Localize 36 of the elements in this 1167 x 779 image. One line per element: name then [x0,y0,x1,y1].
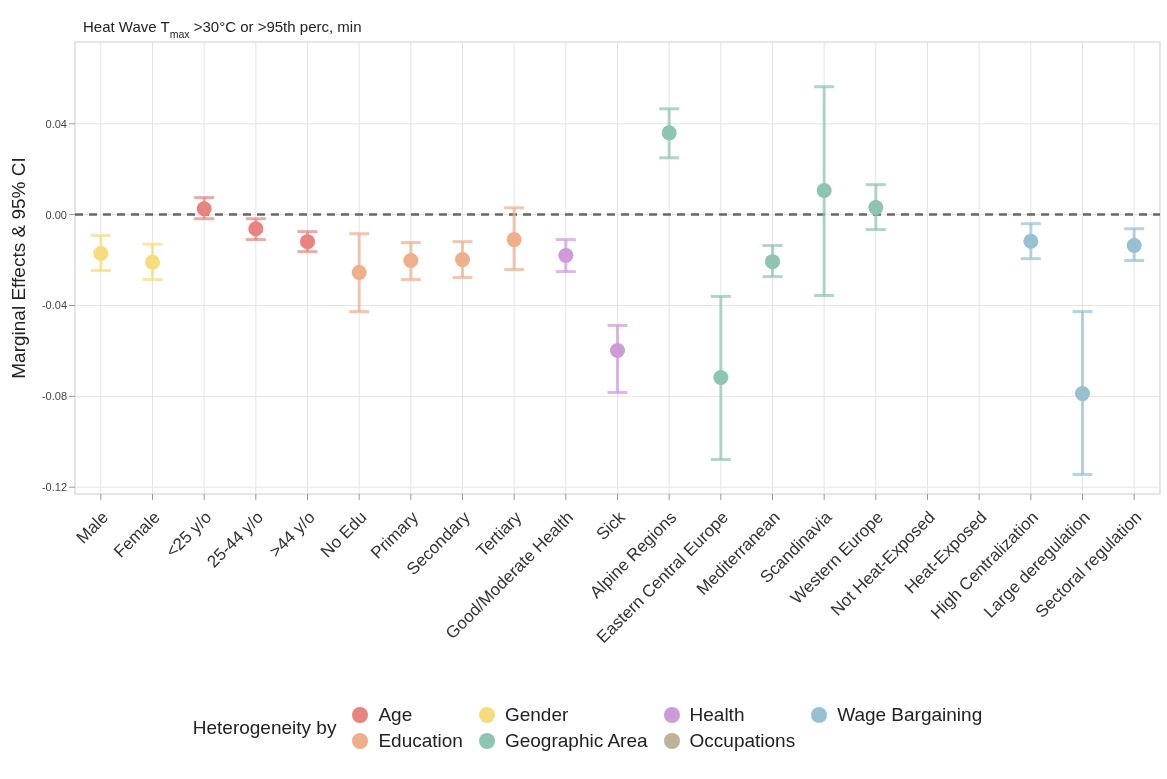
x-tick-label: Sick [592,507,630,544]
point [1023,233,1039,249]
point [1126,238,1142,254]
y-tick-label: 0.00 [45,208,67,221]
point [816,183,832,199]
legend-label: Occupations [689,730,796,752]
point [661,125,677,141]
x-tick-label: >44 y/o [265,507,319,562]
point [351,265,367,281]
legend-label: Education [378,730,463,752]
point [765,254,780,270]
point [93,245,109,261]
point [713,369,729,385]
legend-label: Health [689,704,745,726]
point [610,342,625,358]
point [403,253,419,269]
y-axis-title: Marginal Effects & 95% CI [7,157,29,379]
point [558,248,574,264]
legend-title: Heterogeneity by [192,717,337,739]
point [455,252,470,268]
legend-label: Geographic Area [504,730,648,752]
chart-title: Heat Wave T$_{max}$ >30°C or >95th perc, min [83,18,362,40]
point [506,232,522,248]
legend-label: Age [378,704,413,726]
y-tick-label: -0.04 [41,299,67,312]
legend-label: Gender [504,704,569,726]
y-tick-label: -0.12 [41,481,67,494]
point [196,201,212,217]
point [868,200,884,216]
y-tick-label: 0.04 [45,117,67,130]
y-tick-label: -0.08 [41,390,67,403]
point [248,221,264,237]
point [145,254,160,270]
x-tick-label: No Edu [316,507,371,562]
legend-label: Wage Bargaining [837,704,983,726]
point [1075,386,1090,402]
